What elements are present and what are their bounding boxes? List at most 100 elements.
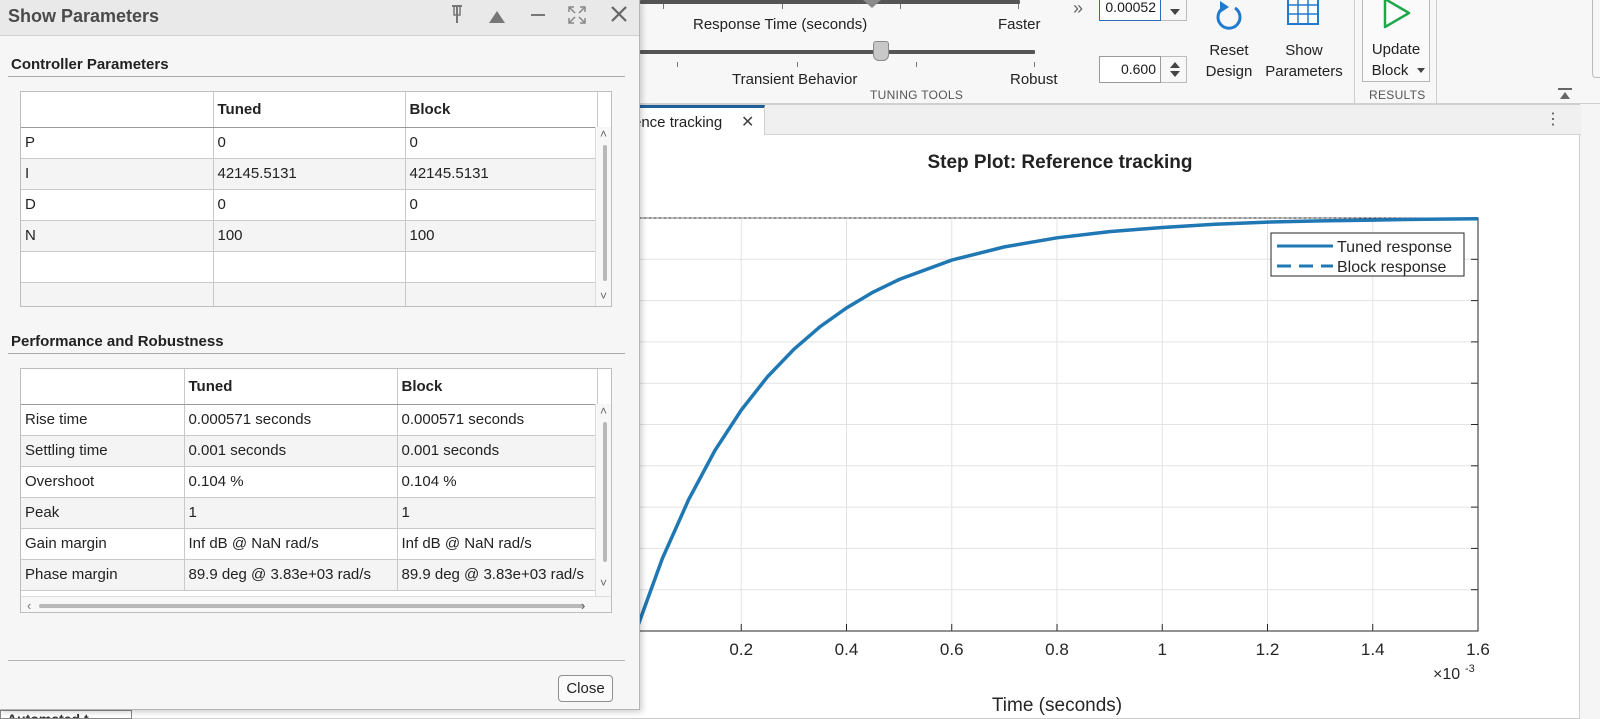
table-cell[interactable]: 0 — [405, 127, 598, 159]
response-time-slider-thumb[interactable] — [862, 0, 881, 8]
table-cell[interactable]: 89.9 deg @ 3.83e+03 rad/s — [184, 559, 398, 591]
show-parameters-dialog: Show Parameters Controller Parameters Tu… — [0, 0, 640, 710]
minimize-icon[interactable] — [530, 6, 546, 28]
table-cell[interactable]: 1 — [184, 497, 398, 529]
table-cell[interactable]: Gain margin — [21, 528, 185, 560]
close-dialog-icon[interactable] — [610, 5, 628, 29]
bottom-tab-automated[interactable]: Automated t — [0, 710, 132, 719]
results-section-label: RESULTS — [1369, 88, 1426, 102]
table-cell[interactable]: 0.001 seconds — [184, 435, 398, 467]
controller-column-header[interactable] — [21, 92, 214, 128]
table-cell[interactable]: D — [21, 189, 214, 221]
table-cell[interactable]: 0.104 % — [397, 466, 598, 498]
transient-spinner[interactable] — [1161, 56, 1187, 83]
table-cell[interactable]: Inf dB @ NaN rad/s — [184, 528, 398, 560]
performance-table-vscrollbar[interactable]: ˄ ˅ — [595, 404, 611, 596]
transient-slider-thumb[interactable] — [872, 41, 889, 61]
table-cell[interactable]: 1 — [397, 497, 598, 529]
response-time-label: Response Time (seconds) — [693, 16, 868, 33]
table-row[interactable]: Rise time 0.000571 seconds 0.000571 second… — [21, 404, 598, 436]
show-parameters-button[interactable]: Show Parameters — [1262, 0, 1346, 85]
legend-label: Tuned response — [1337, 239, 1452, 256]
response-time-spinner[interactable] — [1161, 0, 1187, 21]
table-row[interactable]: Overshoot 0.104 % 0.104 % — [21, 466, 598, 498]
table-cell[interactable]: 42145.5131 — [213, 158, 406, 190]
bottom-tab-label: Automated t — [7, 711, 89, 719]
performance-table[interactable]: Tuned Block Rise time 0.000571 seconds 0.000… — [20, 368, 612, 613]
legend-label: Block response — [1337, 259, 1446, 276]
pin-icon[interactable] — [450, 4, 464, 30]
tuned-response-line — [634, 217, 1479, 632]
maximize-icon[interactable] — [568, 6, 586, 30]
collapse-toolstrip-icon[interactable] — [1558, 88, 1572, 100]
table-cell[interactable]: 42145.5131 — [405, 158, 598, 190]
table-cell[interactable] — [21, 282, 214, 306]
table-cell[interactable]: Inf dB @ NaN rad/s — [397, 528, 598, 560]
table-cell[interactable] — [213, 251, 406, 283]
show-parameters-line1: Show — [1285, 42, 1323, 59]
controller-section-title: Controller Parameters — [11, 56, 169, 73]
table-icon — [1287, 0, 1319, 25]
close-button[interactable]: Close — [558, 675, 613, 702]
response-time-input[interactable]: 0.00052 — [1099, 0, 1161, 21]
expand-arrows-icon[interactable]: » — [1073, 0, 1084, 18]
response-time-slider-track[interactable] — [640, 0, 1020, 4]
table-row[interactable]: Settling time 0.001 seconds 0.001 seconds — [21, 435, 598, 467]
dialog-titlebar[interactable]: Show Parameters — [0, 0, 639, 36]
reset-design-button[interactable]: Reset Design — [1196, 0, 1262, 85]
performance-column-header[interactable] — [21, 369, 185, 405]
table-cell[interactable]: 0.001 seconds — [397, 435, 598, 467]
chevron-down-icon[interactable] — [1417, 68, 1425, 73]
table-cell[interactable] — [21, 251, 214, 283]
table-cell[interactable] — [213, 282, 406, 306]
table-row[interactable]: I 42145.5131 42145.5131 — [21, 158, 598, 190]
table-row[interactable]: N 100 100 — [21, 220, 598, 252]
table-cell[interactable]: 89.9 deg @ 3.83e+03 rad/s — [397, 559, 598, 591]
show-parameters-line2: Parameters — [1265, 63, 1343, 80]
performance-table-hscrollbar[interactable]: ‹ › — [21, 596, 611, 612]
controller-column-header[interactable]: Tuned — [213, 92, 406, 128]
table-cell[interactable]: I — [21, 158, 214, 190]
table-cell[interactable]: 0 — [405, 189, 598, 221]
reset-icon — [1216, 1, 1242, 30]
table-cell[interactable]: 0.104 % — [184, 466, 398, 498]
table-cell[interactable]: 0 — [213, 127, 406, 159]
table-cell[interactable]: N — [21, 220, 214, 252]
table-cell[interactable]: 0.000571 seconds — [397, 404, 598, 436]
table-cell[interactable]: 100 — [213, 220, 406, 252]
table-row[interactable] — [21, 282, 598, 306]
controller-parameters-table[interactable]: Tuned Block P 0 0 I 42145.5131 42145.5131 D 0 0 N 10… — [20, 91, 612, 307]
table-row[interactable] — [21, 251, 598, 283]
performance-column-header[interactable]: Block — [397, 369, 598, 405]
table-cell[interactable]: Phase margin — [21, 559, 185, 591]
table-row[interactable]: Phase margin 89.9 deg @ 3.83e+03 rad/s 89.… — [21, 559, 598, 591]
controller-column-header[interactable]: Block — [405, 92, 598, 128]
table-cell[interactable]: Peak — [21, 497, 185, 529]
table-cell[interactable]: Rise time — [21, 404, 185, 436]
table-cell[interactable] — [405, 282, 598, 306]
table-cell[interactable]: 0.000571 seconds — [184, 404, 398, 436]
table-cell[interactable]: 0 — [213, 189, 406, 221]
close-icon[interactable]: ✕ — [741, 114, 755, 131]
more-options-icon[interactable]: ⋮ — [1545, 111, 1561, 128]
table-row[interactable]: Peak 1 1 — [21, 497, 598, 529]
x-tick-label: 1 — [1158, 640, 1167, 659]
table-cell[interactable] — [405, 251, 598, 283]
transient-behavior-label: Transient Behavior — [732, 71, 858, 88]
table-cell[interactable]: Settling time — [21, 435, 185, 467]
x-tick-label: 0.8 — [1045, 640, 1069, 659]
controller-table-scrollbar[interactable]: ˄ ˅ — [595, 127, 611, 306]
update-block-button[interactable]: Update Block — [1362, 0, 1430, 82]
performance-header-row: Tuned Block — [21, 369, 598, 405]
performance-column-header[interactable]: Tuned — [184, 369, 398, 405]
table-cell[interactable]: Overshoot — [21, 466, 185, 498]
transient-input[interactable]: 0.600 — [1099, 56, 1161, 83]
table-cell[interactable]: P — [21, 127, 214, 159]
plot-legend — [1270, 232, 1465, 277]
collapse-icon[interactable] — [488, 8, 506, 30]
transient-slider-track[interactable] — [640, 50, 1035, 54]
table-cell[interactable]: 100 — [405, 220, 598, 252]
table-row[interactable]: Gain margin Inf dB @ NaN rad/s Inf dB @ Na… — [21, 528, 598, 560]
